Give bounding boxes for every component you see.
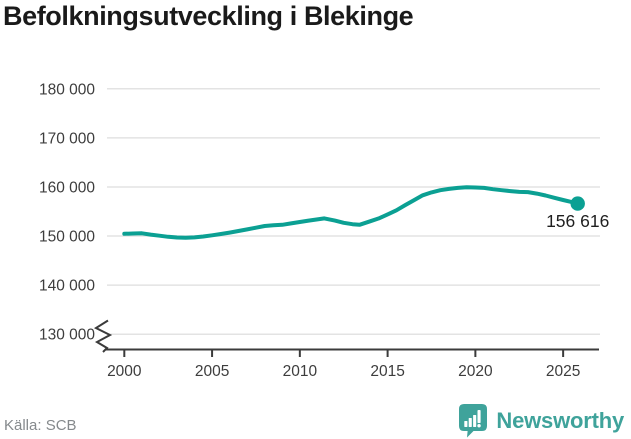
logo-bars-icon [464,410,482,428]
population-line [122,185,580,240]
x-axis-tick-label: 2020 [458,363,493,380]
y-axis-tick-label: 180 000 [39,81,95,98]
newsworthy-logo[interactable]: Newsworthy [458,403,624,438]
y-axis-tick-label: 160 000 [39,179,95,196]
y-axis-tick-label: 150 000 [39,229,95,246]
endpoint-marker [570,196,585,211]
x-axis-tick-label: 2010 [283,363,318,380]
axis-break-icon [93,319,113,353]
endpoint-value-label: 156 616 [546,211,609,231]
newsworthy-logo-icon [459,404,488,438]
x-axis-tick-label: 2015 [370,363,404,380]
newsworthy-logo-text: Newsworthy [496,407,624,433]
source-note: Källa: SCB [4,417,77,434]
x-axis-tick-label: 2025 [546,363,580,380]
y-axis-tick-label: 170 000 [39,130,95,147]
y-axis-tick-label: 130 000 [39,327,95,344]
x-axis-tick-label: 2005 [195,363,229,380]
chart-title: Befolkningsutveckling i Blekinge [3,1,414,31]
y-axis-tick-label: 140 000 [39,278,95,295]
population-line-chart: 130 000 140 000 150 000 160 000 170 000 180 0… [39,81,609,380]
x-axis-tick-label: 2000 [107,363,142,380]
